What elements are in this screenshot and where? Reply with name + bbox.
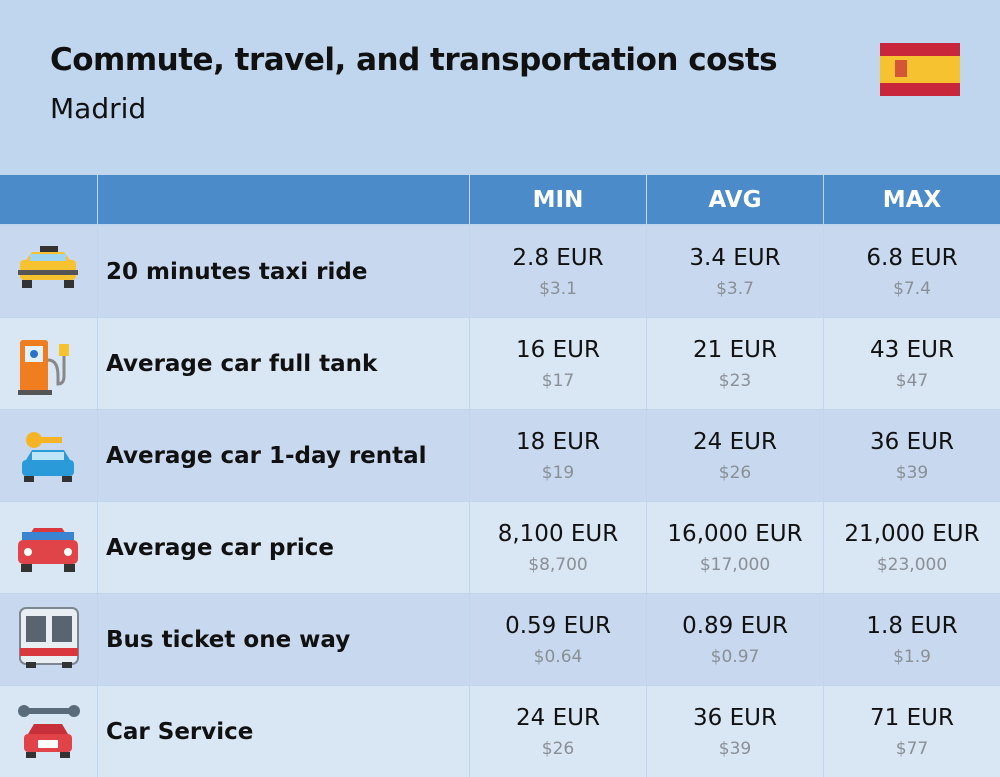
usd-value: $17 [541, 370, 575, 391]
eur-value: 18 EUR [516, 428, 600, 455]
eur-value: 3.4 EUR [689, 244, 781, 271]
eur-value: 21 EUR [693, 336, 777, 363]
row-label: Average car full tank [98, 318, 469, 409]
subtitle: Madrid [50, 92, 147, 125]
flag [880, 43, 960, 96]
value-cell: 43 EUR $47 [824, 318, 1000, 409]
value-cell: 0.59 EUR $0.64 [470, 594, 646, 685]
row-label: Average car 1-day rental [98, 410, 469, 501]
usd-value: $39 [718, 738, 752, 759]
eur-value: 21,000 EUR [844, 520, 980, 547]
eur-value: 1.8 EUR [866, 612, 958, 639]
value-cell: 0.89 EUR $0.97 [647, 594, 823, 685]
row-label: Car Service [98, 686, 469, 777]
usd-value: $26 [541, 738, 575, 759]
value-cell: 24 EUR $26 [647, 410, 823, 501]
usd-value: $8,700 [528, 554, 588, 575]
usd-value: $17,000 [699, 554, 771, 575]
usd-value: $0.64 [533, 646, 583, 667]
usd-value: $26 [718, 462, 752, 483]
value-cell: 21 EUR $23 [647, 318, 823, 409]
eur-value: 36 EUR [870, 428, 954, 455]
usd-value: $19 [541, 462, 575, 483]
icons [18, 246, 80, 758]
value-cell: 16,000 EUR $17,000 [647, 502, 823, 593]
eur-value: 16 EUR [516, 336, 600, 363]
column-header: AVG [647, 175, 823, 224]
value-cell: 2.8 EUR $3.1 [470, 226, 646, 317]
eur-value: 6.8 EUR [866, 244, 958, 271]
value-cell: 16 EUR $17 [470, 318, 646, 409]
eur-value: 24 EUR [516, 704, 600, 731]
value-cell: 3.4 EUR $3.7 [647, 226, 823, 317]
usd-value: $3.1 [539, 278, 577, 299]
value-cell: 24 EUR $26 [470, 686, 646, 777]
title: Commute, travel, and transportation cost… [50, 42, 778, 78]
row-label: Average car price [98, 502, 469, 593]
eur-value: 0.59 EUR [505, 612, 611, 639]
column-header: MAX [824, 175, 1000, 224]
usd-value: $47 [895, 370, 929, 391]
eur-value: 16,000 EUR [667, 520, 803, 547]
value-cell: 36 EUR $39 [824, 410, 1000, 501]
value-cell: 1.8 EUR $1.9 [824, 594, 1000, 685]
usd-value: $39 [895, 462, 929, 483]
row-label: Bus ticket one way [98, 594, 469, 685]
eur-value: 2.8 EUR [512, 244, 604, 271]
usd-value: $0.97 [710, 646, 760, 667]
value-cell: 18 EUR $19 [470, 410, 646, 501]
usd-value: $23 [718, 370, 752, 391]
usd-value: $3.7 [716, 278, 754, 299]
value-cell: 6.8 EUR $7.4 [824, 226, 1000, 317]
usd-value: $77 [895, 738, 929, 759]
eur-value: 71 EUR [870, 704, 954, 731]
eur-value: 43 EUR [870, 336, 954, 363]
table: MIN AVG MAX 20 minutes taxi ride 2.8 EUR $3.1… [0, 175, 1000, 777]
eur-value: 0.89 EUR [682, 612, 788, 639]
eur-value: 36 EUR [693, 704, 777, 731]
header-cell [98, 175, 469, 224]
usd-value: $1.9 [893, 646, 931, 667]
usd-value: $7.4 [893, 278, 931, 299]
value-cell: 21,000 EUR $23,000 [824, 502, 1000, 593]
value-cell: 8,100 EUR $8,700 [470, 502, 646, 593]
eur-value: 8,100 EUR [497, 520, 619, 547]
column-header: MIN [470, 175, 646, 224]
usd-value: $23,000 [876, 554, 948, 575]
eur-value: 24 EUR [693, 428, 777, 455]
value-cell: 71 EUR $77 [824, 686, 1000, 777]
header-cell [0, 175, 97, 224]
row-label: 20 minutes taxi ride [98, 226, 469, 317]
value-cell: 36 EUR $39 [647, 686, 823, 777]
